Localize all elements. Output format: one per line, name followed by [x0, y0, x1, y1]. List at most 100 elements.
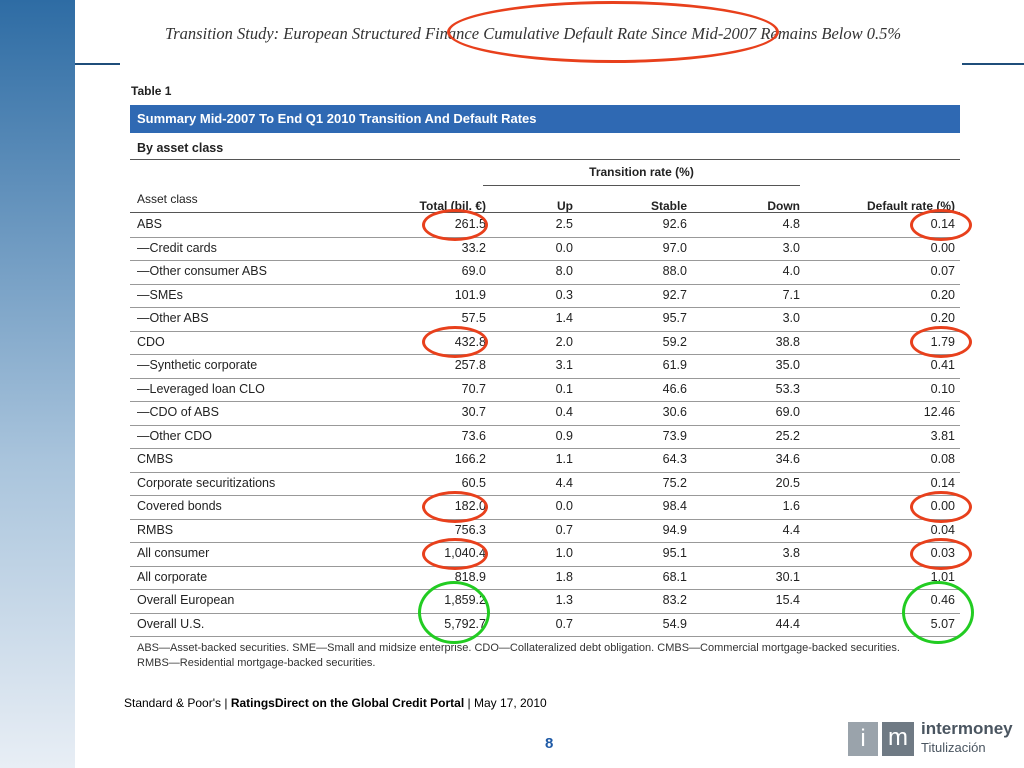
cell-value: 3.1 [555, 358, 573, 372]
row-rule [130, 636, 960, 637]
cell-value: 73.6 [461, 428, 486, 443]
cell-value: 95.7 [662, 311, 687, 325]
cell-value: 68.1 [662, 569, 687, 584]
row-rule [130, 260, 960, 261]
cell-value: 0.0 [555, 240, 573, 255]
cell-value: 1.4 [555, 311, 573, 325]
cell-value: 1.0 [555, 546, 573, 560]
cell-value: 54.9 [662, 616, 687, 631]
cell-value: 0.14 [930, 475, 955, 490]
cell-value: 98.4 [662, 499, 687, 513]
row-rule [130, 448, 960, 449]
cell-value: 30.7 [461, 405, 486, 419]
note: ABS—Asset-backed securities. SME—Small a… [137, 642, 900, 654]
cell-value: 38.8 [775, 334, 800, 349]
row-rule [130, 518, 960, 520]
cell-value: 818.9 [454, 569, 486, 584]
cell-value: 15.4 [775, 593, 800, 607]
source-text: | May 17, 2010 [467, 696, 547, 710]
cell-value: 3.0 [782, 240, 800, 255]
row-label: RMBS [137, 522, 174, 537]
row-rule [130, 612, 960, 614]
cell-value: 33.2 [461, 240, 486, 255]
logo-name: intermoney [921, 719, 1013, 738]
cell-value: 0.00 [930, 240, 955, 255]
cell-value: 1.3 [555, 593, 573, 607]
cell-value: 69.0 [461, 264, 486, 278]
rule [130, 212, 960, 213]
row-label: Overall U.S. [137, 616, 205, 631]
cell-value: 70.7 [461, 381, 486, 396]
row-label: Covered bonds [137, 499, 222, 513]
cell-value: 0.7 [555, 616, 573, 631]
row-label: All consumer [137, 546, 210, 560]
row-label: —SMEs [137, 287, 183, 302]
cell-value: 12.46 [923, 405, 955, 419]
row-label: ABS [137, 217, 163, 231]
row-rule [130, 377, 960, 379]
row-rule [130, 471, 960, 473]
cell-value: 73.9 [662, 428, 687, 443]
source: Standard & Poor's | RatingsDirect on the… [124, 696, 547, 710]
cell-value: 4.0 [782, 264, 800, 278]
row-rule [130, 236, 960, 238]
cell-value: 60.5 [461, 475, 486, 490]
cell-value: 46.6 [662, 381, 687, 396]
cell-value: 3.81 [930, 428, 955, 443]
highlight [447, 1, 779, 63]
cell-value: 1.8 [555, 569, 573, 584]
rule [75, 63, 120, 65]
table-title-bar [130, 105, 960, 133]
group-header: Transition rate (%) [589, 165, 694, 179]
cell-value: 57.5 [461, 311, 486, 325]
row-rule [130, 401, 960, 402]
row-rule [130, 495, 960, 496]
cell-value: 0.08 [930, 452, 955, 466]
row-label: —Leveraged loan CLO [137, 381, 265, 396]
cell-value: 8.0 [555, 264, 573, 278]
row-label: All corporate [137, 569, 208, 584]
cell-value: 35.0 [775, 358, 800, 372]
cell-value: 7.1 [782, 287, 800, 302]
cell-value: 20.5 [775, 475, 800, 490]
cell-value: 30.1 [775, 569, 800, 584]
table-label: Table 1 [131, 84, 172, 98]
cell-value: 59.2 [662, 334, 687, 349]
cell-value: 0.20 [930, 311, 955, 325]
cell-value: 0.7 [555, 522, 573, 537]
note: RMBS—Residential mortgage-backed securit… [137, 657, 376, 669]
rule [130, 159, 960, 160]
cell-value: 83.2 [662, 593, 687, 607]
row-label: —Other ABS [137, 311, 209, 325]
cell-value: 0.04 [930, 522, 955, 537]
cell-value: 94.9 [662, 522, 687, 537]
rule [483, 185, 800, 186]
row-label: —CDO of ABS [137, 405, 219, 419]
cell-value: 88.0 [662, 264, 687, 278]
row-rule [130, 354, 960, 355]
row-label: Overall European [137, 593, 235, 607]
cell-value: 1.6 [782, 499, 800, 513]
cell-value: 1.1 [555, 452, 573, 466]
highlight [422, 208, 488, 241]
cell-value: 2.5 [555, 217, 573, 231]
cell-value: 0.07 [930, 264, 955, 278]
row-label: CMBS [137, 452, 174, 466]
highlight [910, 208, 972, 241]
cell-value: 0.3 [555, 287, 573, 302]
page-number: 8 [545, 735, 554, 752]
cell-value: 64.3 [662, 452, 687, 466]
highlight [422, 326, 488, 359]
cell-value: 0.10 [930, 381, 955, 396]
cell-value: 0.4 [555, 405, 573, 419]
cell-value: 53.3 [775, 381, 800, 396]
row-label: —Synthetic corporate [137, 358, 258, 372]
row-label: CDO [137, 334, 165, 349]
row-rule [130, 589, 960, 590]
cell-value: 0.9 [555, 428, 573, 443]
highlight [910, 326, 972, 359]
cell-value: 101.9 [454, 287, 486, 302]
row-rule [130, 307, 960, 308]
highlight [902, 581, 974, 644]
